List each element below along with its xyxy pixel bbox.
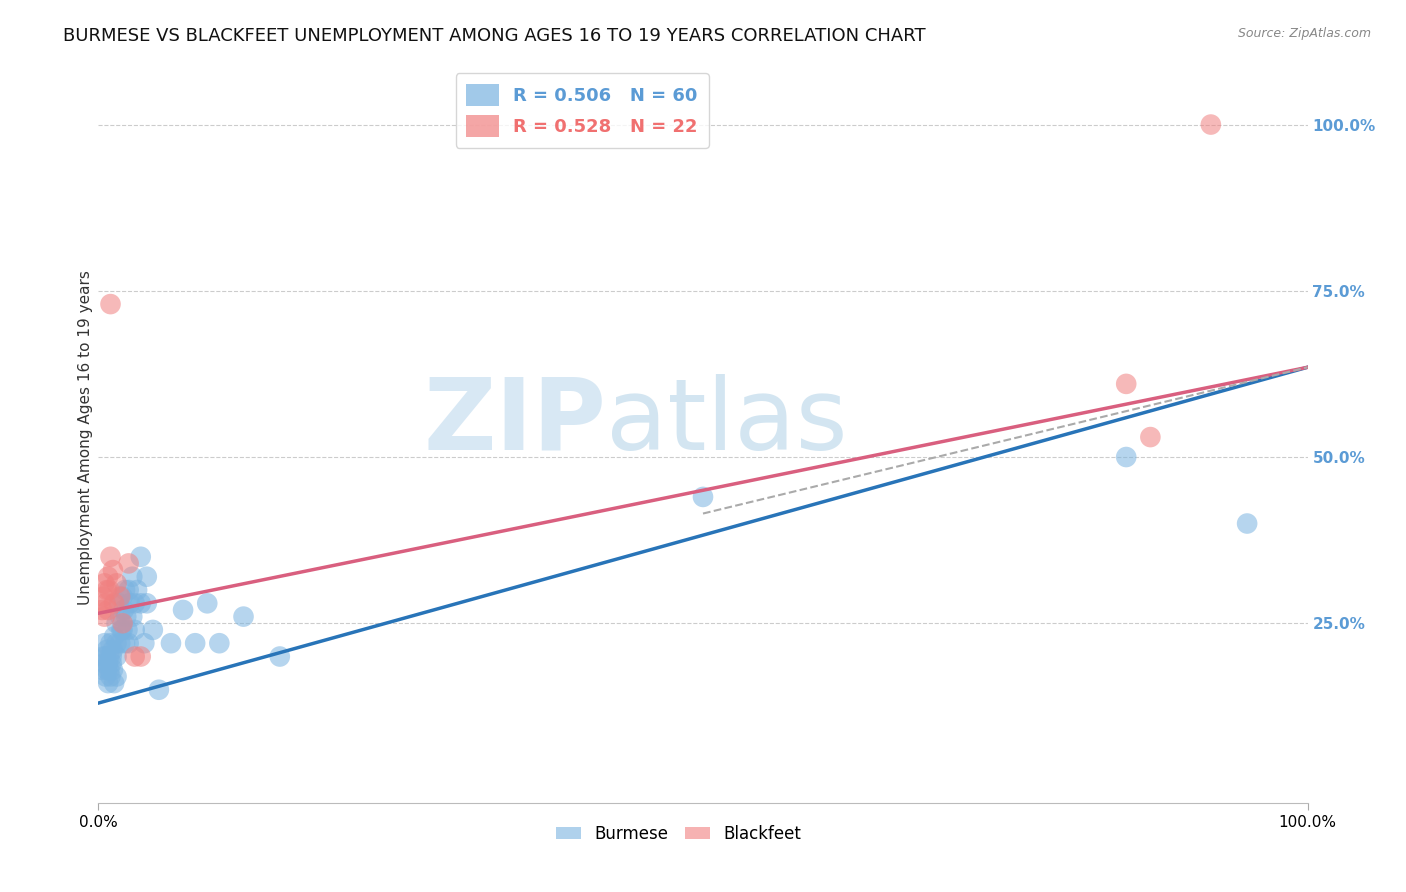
Point <box>91 649 114 664</box>
Point <box>100 297 122 311</box>
Point <box>108 590 131 604</box>
Point <box>97 603 120 617</box>
Y-axis label: Unemployment Among Ages 16 to 19 years: Unemployment Among Ages 16 to 19 years <box>77 269 93 605</box>
Point <box>1236 516 1258 531</box>
Point <box>100 636 122 650</box>
Point <box>91 663 114 677</box>
Point <box>184 636 207 650</box>
Point <box>93 609 115 624</box>
Point <box>97 656 120 670</box>
Point <box>100 669 122 683</box>
Point <box>134 636 156 650</box>
Point <box>105 576 128 591</box>
Point <box>129 596 152 610</box>
Point <box>118 557 141 571</box>
Point <box>148 682 170 697</box>
Point <box>114 636 136 650</box>
Point <box>105 649 128 664</box>
Point <box>124 649 146 664</box>
Point <box>96 643 118 657</box>
Point <box>115 609 138 624</box>
Text: Source: ZipAtlas.com: Source: ZipAtlas.com <box>1237 27 1371 40</box>
Point <box>91 603 114 617</box>
Point <box>110 623 132 637</box>
Point <box>1199 118 1222 132</box>
Point <box>94 669 117 683</box>
Point <box>96 663 118 677</box>
Point <box>108 636 131 650</box>
Point <box>269 649 291 664</box>
Point <box>103 630 125 644</box>
Point <box>98 649 121 664</box>
Point <box>118 582 141 597</box>
Point <box>96 582 118 597</box>
Point <box>97 676 120 690</box>
Point <box>100 649 122 664</box>
Point <box>118 596 141 610</box>
Point <box>91 590 114 604</box>
Point <box>121 570 143 584</box>
Point <box>112 603 135 617</box>
Point <box>100 549 122 564</box>
Point <box>105 669 128 683</box>
Point <box>692 490 714 504</box>
Point <box>98 663 121 677</box>
Point <box>97 570 120 584</box>
Legend: Burmese, Blackfeet: Burmese, Blackfeet <box>550 818 808 849</box>
Text: ZIP: ZIP <box>423 374 606 471</box>
Point <box>129 549 152 564</box>
Point <box>108 609 131 624</box>
Point <box>101 563 124 577</box>
Point <box>172 603 194 617</box>
Text: atlas: atlas <box>606 374 848 471</box>
Point <box>103 596 125 610</box>
Point <box>108 596 131 610</box>
Point <box>1139 430 1161 444</box>
Point <box>93 576 115 591</box>
Point <box>101 643 124 657</box>
Point <box>135 596 157 610</box>
Point <box>127 582 149 597</box>
Point <box>160 636 183 650</box>
Point <box>232 609 254 624</box>
Point <box>114 582 136 597</box>
Point <box>93 636 115 650</box>
Point <box>94 596 117 610</box>
Point <box>111 590 134 604</box>
Point <box>118 636 141 650</box>
Point <box>129 649 152 664</box>
Point <box>111 623 134 637</box>
Point <box>98 582 121 597</box>
Point <box>100 656 122 670</box>
Point <box>111 616 134 631</box>
Point <box>117 623 139 637</box>
Point <box>105 616 128 631</box>
Point <box>101 663 124 677</box>
Point <box>1115 376 1137 391</box>
Point <box>1115 450 1137 464</box>
Point <box>94 649 117 664</box>
Text: BURMESE VS BLACKFEET UNEMPLOYMENT AMONG AGES 16 TO 19 YEARS CORRELATION CHART: BURMESE VS BLACKFEET UNEMPLOYMENT AMONG … <box>63 27 927 45</box>
Point <box>124 596 146 610</box>
Point <box>103 676 125 690</box>
Point <box>93 656 115 670</box>
Point <box>135 570 157 584</box>
Point <box>124 623 146 637</box>
Point <box>121 609 143 624</box>
Point <box>142 623 165 637</box>
Point <box>195 596 218 610</box>
Point <box>105 636 128 650</box>
Point <box>208 636 231 650</box>
